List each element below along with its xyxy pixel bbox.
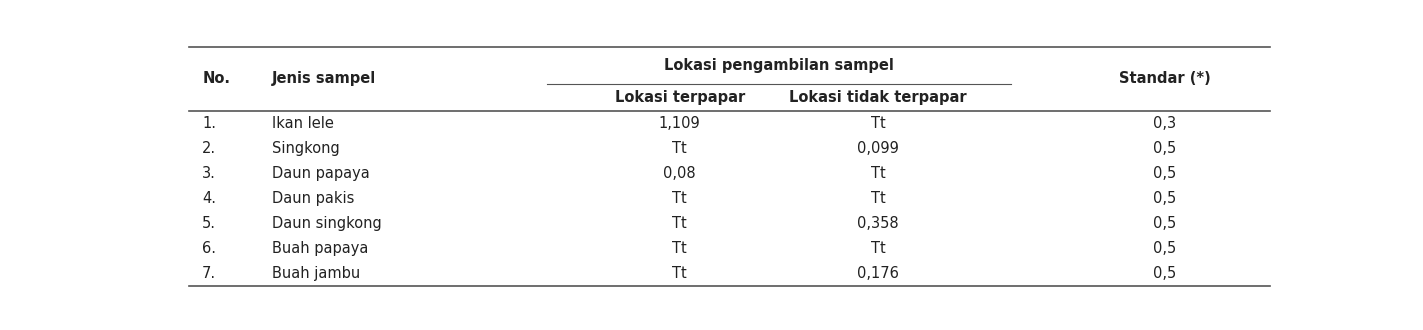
Text: Tt: Tt (871, 191, 885, 206)
Text: Tt: Tt (672, 216, 687, 231)
Text: 1.: 1. (202, 116, 216, 131)
Text: Lokasi pengambilan sampel: Lokasi pengambilan sampel (665, 58, 894, 73)
Text: Tt: Tt (672, 141, 687, 156)
Text: 0,5: 0,5 (1153, 216, 1177, 231)
Text: Tt: Tt (672, 266, 687, 281)
Text: 0,08: 0,08 (663, 166, 696, 181)
Text: Daun papaya: Daun papaya (272, 166, 370, 181)
Text: 0,5: 0,5 (1153, 166, 1177, 181)
Text: 7.: 7. (202, 266, 216, 281)
Text: 0,5: 0,5 (1153, 191, 1177, 206)
Text: Buah papaya: Buah papaya (272, 241, 369, 256)
Text: 0,3: 0,3 (1153, 116, 1177, 131)
Text: Tt: Tt (871, 166, 885, 181)
Text: 0,176: 0,176 (857, 266, 899, 281)
Text: 6.: 6. (202, 241, 216, 256)
Text: 0,5: 0,5 (1153, 141, 1177, 156)
Text: Tt: Tt (871, 116, 885, 131)
Text: 0,5: 0,5 (1153, 241, 1177, 256)
Text: Ikan lele: Ikan lele (272, 116, 333, 131)
Text: Lokasi terpapar: Lokasi terpapar (615, 90, 744, 105)
Text: Tt: Tt (871, 241, 885, 256)
Text: 5.: 5. (202, 216, 216, 231)
Text: Tt: Tt (672, 191, 687, 206)
Text: 0,5: 0,5 (1153, 266, 1177, 281)
Text: Buah jambu: Buah jambu (272, 266, 360, 281)
Text: Jenis sampel: Jenis sampel (272, 72, 376, 86)
Text: Lokasi tidak terpapar: Lokasi tidak terpapar (790, 90, 968, 105)
Text: No.: No. (202, 72, 231, 86)
Text: Daun pakis: Daun pakis (272, 191, 354, 206)
Text: 3.: 3. (202, 166, 216, 181)
Text: Tt: Tt (672, 241, 687, 256)
Text: 1,109: 1,109 (659, 116, 700, 131)
Text: Singkong: Singkong (272, 141, 339, 156)
Text: 0,358: 0,358 (857, 216, 899, 231)
Text: Daun singkong: Daun singkong (272, 216, 381, 231)
Text: Standar (*): Standar (*) (1118, 72, 1211, 86)
Text: 0,099: 0,099 (857, 141, 899, 156)
Text: 2.: 2. (202, 141, 216, 156)
Text: 4.: 4. (202, 191, 216, 206)
